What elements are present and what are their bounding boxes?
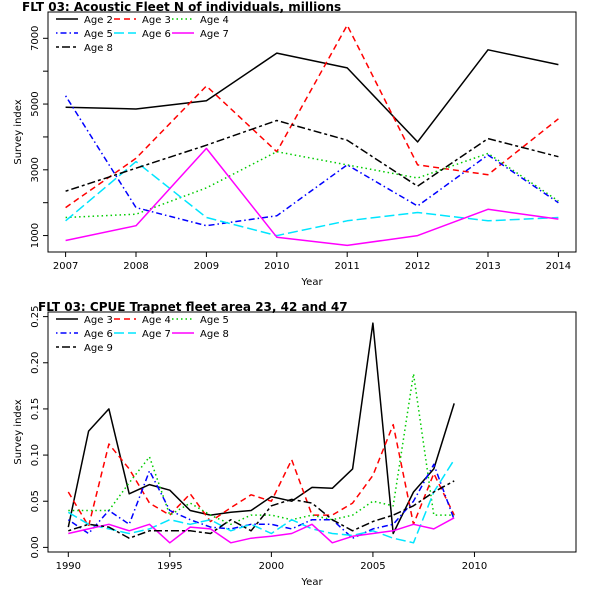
x-tick-label: 2014 xyxy=(546,261,571,272)
legend-label: Age 7 xyxy=(142,329,171,340)
y-tick-label: 0.15 xyxy=(30,398,41,420)
series-line-age-3 xyxy=(67,322,455,535)
x-tick-label: 1995 xyxy=(157,561,182,572)
y-tick-label: 0.10 xyxy=(30,444,41,466)
legend-label: Age 3 xyxy=(142,15,171,26)
series-line-age-2 xyxy=(65,49,559,143)
legend-label: Age 8 xyxy=(84,43,113,54)
legend: Age 2 Age 3 Age 4 Age 5 Age 6 Age 7 Age 8 xyxy=(56,15,229,54)
y-tick-label: 1000 xyxy=(30,223,41,248)
series-line-age-3 xyxy=(65,24,559,209)
y-tick-label: 7000 xyxy=(30,26,41,51)
chart-title: FLT 03: CPUE Trapnet fleet area 23, 42 a… xyxy=(38,300,348,314)
x-tick-label: 1990 xyxy=(56,561,81,572)
legend-label: Age 5 xyxy=(84,29,113,40)
series-line-age-5 xyxy=(68,373,455,526)
chart-title: FLT 03: Acoustic Fleet N of individuals,… xyxy=(22,0,341,14)
x-tick-label: 2000 xyxy=(259,561,284,572)
x-tick-label: 2007 xyxy=(53,261,78,272)
legend: Age 3 Age 4 Age 5 Age 6 Age 7 Age 8 Age 9 xyxy=(56,315,229,354)
y-tick-label: 0.20 xyxy=(30,352,41,374)
series-line-age-7 xyxy=(65,147,559,247)
y-tick-label: 5000 xyxy=(30,91,41,116)
x-tick-label: 2011 xyxy=(334,261,359,272)
legend-label: Age 4 xyxy=(142,315,171,326)
x-axis-label: Year xyxy=(300,277,323,288)
y-axis-label: Survey index xyxy=(13,399,24,464)
legend-label: Age 6 xyxy=(142,29,171,40)
y-tick-label: 0.05 xyxy=(30,490,41,512)
y-tick-label: 0.00 xyxy=(30,536,41,558)
series-line-age-6 xyxy=(65,160,559,237)
legend-label: Age 3 xyxy=(84,315,113,326)
x-axis-label: Year xyxy=(300,577,323,588)
x-tick-label: 2008 xyxy=(123,261,148,272)
legend-label: Age 8 xyxy=(200,329,229,340)
y-tick-label: 0.25 xyxy=(30,305,41,327)
legend-label: Age 5 xyxy=(200,315,229,326)
x-tick-label: 2010 xyxy=(264,261,289,272)
legend-label: Age 9 xyxy=(84,343,113,354)
x-tick-label: 2012 xyxy=(405,261,430,272)
legend-label: Age 7 xyxy=(200,29,229,40)
plot-frame xyxy=(47,311,577,553)
chart-panel-1: FLT 03: Acoustic Fleet N of individuals,… xyxy=(13,0,577,288)
plot-frame xyxy=(47,11,577,253)
series-line-age-8 xyxy=(68,517,455,544)
y-axis-label: Survey index xyxy=(13,99,24,164)
x-tick-label: 2013 xyxy=(475,261,500,272)
series-line-age-9 xyxy=(68,480,455,539)
x-tick-label: 2010 xyxy=(462,561,487,572)
series-line-age-7 xyxy=(67,459,455,544)
legend-label: Age 6 xyxy=(84,329,113,340)
series-line-age-4 xyxy=(67,423,455,527)
x-tick-label: 2009 xyxy=(194,261,219,272)
x-tick-label: 2005 xyxy=(360,561,385,572)
chart-panel-2: FLT 03: CPUE Trapnet fleet area 23, 42 a… xyxy=(13,300,577,588)
series-line-age-8 xyxy=(65,119,559,192)
legend-label: Age 2 xyxy=(84,15,113,26)
y-tick-label: 3000 xyxy=(30,157,41,182)
series-line-age-4 xyxy=(65,150,559,219)
legend-label: Age 4 xyxy=(200,15,229,26)
series-line-age-6 xyxy=(67,463,455,539)
series-line-age-5 xyxy=(64,95,559,227)
